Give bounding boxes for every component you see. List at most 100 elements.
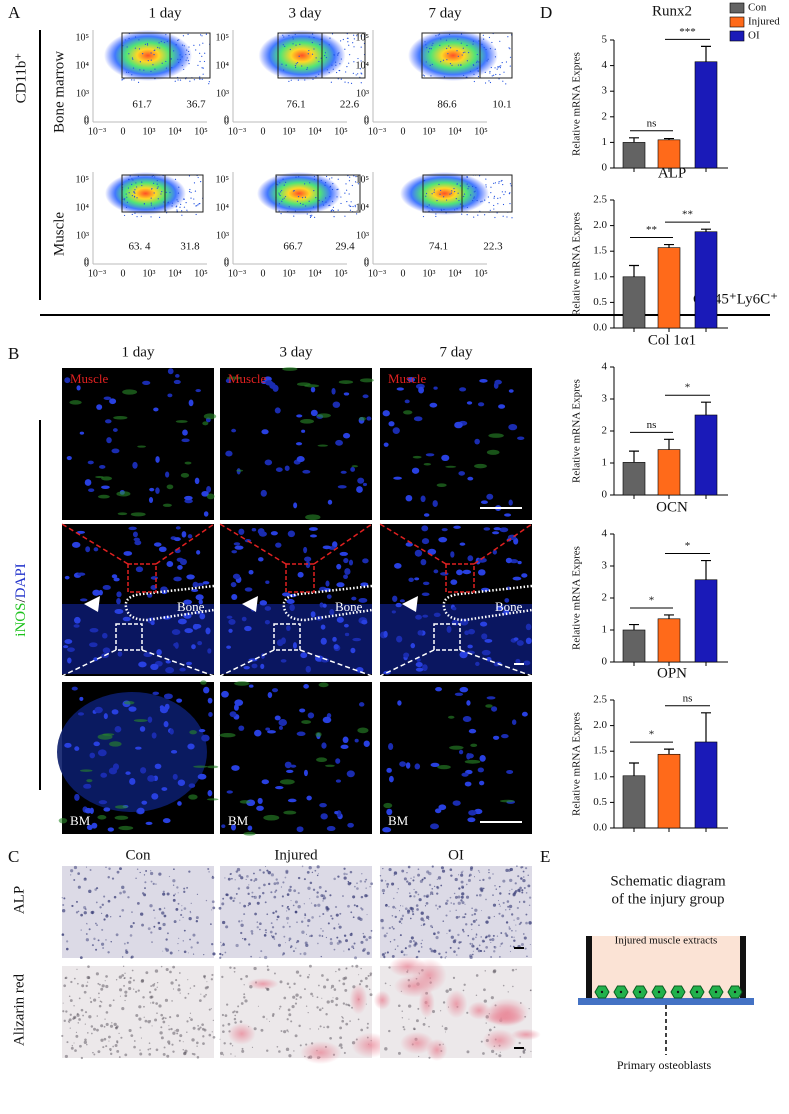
- flow-event: [473, 216, 475, 218]
- stain-dot: [100, 987, 104, 991]
- flow-event: [325, 197, 327, 199]
- flow-event: [497, 203, 499, 205]
- nucleus: [276, 639, 284, 647]
- stain-dot: [210, 978, 213, 981]
- nucleus: [165, 471, 170, 478]
- stain-dot: [211, 943, 214, 946]
- stain-dot: [61, 909, 66, 913]
- nucleus: [295, 442, 303, 446]
- stain-dot: [330, 999, 334, 1003]
- stain-dot: [483, 999, 487, 1003]
- stain-dot: [196, 1056, 200, 1059]
- flow-event: [491, 75, 493, 77]
- flow-event: [161, 191, 163, 193]
- stain-dot: [208, 871, 210, 873]
- flow-event: [485, 178, 487, 180]
- inos-signal: [499, 799, 515, 803]
- stain-dot: [197, 1025, 199, 1027]
- stain-dot: [205, 993, 207, 996]
- flow-event: [306, 213, 308, 215]
- stain-dot: [430, 949, 434, 953]
- stain-dot: [407, 911, 410, 915]
- flow-event: [433, 191, 435, 193]
- flow-event: [493, 195, 496, 197]
- y-axis-label: CD11b⁺: [13, 53, 29, 104]
- stain-dot: [299, 996, 302, 999]
- stain-dot: [462, 989, 465, 992]
- y-tick-label: 5: [602, 34, 608, 46]
- flow-event: [185, 202, 187, 204]
- stain-dot: [273, 895, 277, 899]
- flow-event: [137, 81, 140, 84]
- nucleus: [260, 663, 265, 670]
- y-tick-label: 10⁵: [76, 174, 90, 185]
- stain-dot: [299, 974, 302, 977]
- stain-dot: [344, 976, 348, 980]
- stain-dot: [245, 878, 247, 880]
- stain-dot: [297, 892, 300, 895]
- stain-dot: [86, 922, 88, 925]
- stain-dot: [433, 932, 436, 936]
- nucleus: [335, 439, 343, 446]
- flow-event: [156, 187, 158, 189]
- flow-event: [493, 197, 495, 199]
- stain-dot: [388, 926, 391, 930]
- stain-dot: [264, 865, 267, 868]
- nucleus: [207, 697, 213, 704]
- flow-event: [429, 64, 431, 66]
- nucleus: [405, 762, 411, 769]
- stain-dot: [316, 996, 319, 999]
- flow-event: [153, 54, 155, 56]
- stain-dot: [171, 1043, 174, 1046]
- bar: [622, 142, 646, 169]
- stain-dot: [294, 910, 298, 914]
- stain-dot: [211, 1031, 213, 1033]
- nucleus: [170, 750, 178, 754]
- y-tick-label: 0: [84, 116, 89, 127]
- flow-event: [189, 188, 191, 191]
- flow-event: [313, 175, 316, 178]
- stain-dot: [417, 1055, 420, 1058]
- flow-event: [170, 58, 173, 60]
- flow-event: [508, 193, 511, 195]
- flow-event: [467, 188, 469, 190]
- micrograph: [380, 682, 532, 834]
- stain-dot: [475, 974, 479, 977]
- mineral-nodule: [300, 1041, 342, 1065]
- flow-event: [187, 60, 190, 62]
- x-tick-label: 10⁻³: [88, 126, 106, 137]
- stain-dot: [304, 941, 308, 945]
- flow-event: [131, 194, 134, 197]
- flow-event: [356, 213, 358, 215]
- nucleus: [158, 546, 167, 553]
- stain-dot: [75, 900, 78, 903]
- zero-label: 0: [84, 114, 89, 125]
- flow-event: [325, 175, 328, 178]
- nucleus: [523, 660, 531, 666]
- stain-dot: [253, 966, 257, 971]
- stain-dot: [96, 887, 99, 890]
- stain-dot: [523, 886, 526, 889]
- stain-dot: [512, 892, 516, 896]
- nucleus: [362, 394, 369, 399]
- flow-event: [472, 64, 474, 66]
- quadrant-value: 76.1: [286, 99, 305, 111]
- stain-dot: [133, 1040, 136, 1042]
- flow-event: [500, 65, 502, 67]
- stain-dot: [259, 922, 262, 926]
- stain-dot: [169, 1016, 172, 1019]
- nucleus: [187, 743, 195, 750]
- flow-event: [467, 51, 470, 54]
- nucleus: [192, 581, 199, 588]
- stain-dot: [499, 892, 502, 895]
- stain-dot: [183, 1051, 187, 1055]
- zero-label: 0: [364, 256, 369, 267]
- zoom-box: [445, 563, 475, 593]
- flow-event: [157, 198, 159, 200]
- stain-dot: [393, 871, 398, 875]
- nucleus: [308, 527, 318, 531]
- stain-dot: [186, 886, 189, 889]
- flow-event: [188, 175, 191, 177]
- nucleus: [410, 643, 416, 649]
- gate: [121, 174, 204, 213]
